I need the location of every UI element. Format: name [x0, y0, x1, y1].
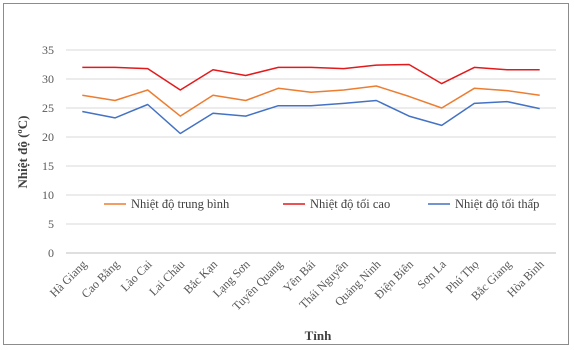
legend-label-1: Nhiệt độ trung bình — [131, 197, 230, 211]
y-tick-label: 30 — [42, 72, 54, 86]
series-line-2 — [82, 63, 540, 91]
x-tick-label: Lai Châu — [146, 257, 187, 298]
y-tick-label: 25 — [42, 101, 54, 115]
y-tick-label: 10 — [42, 188, 54, 202]
y-tick-label: 35 — [42, 43, 54, 57]
y-tick-label: 0 — [48, 246, 54, 260]
gridlines — [66, 49, 556, 254]
legend: Nhiệt độ trung bình Nhiệt độ tối cao Nhiệt… — [104, 197, 539, 211]
series-line-1 — [82, 85, 540, 117]
y-axis-title: Nhiệt độ (ºC) — [15, 116, 30, 189]
y-tick-label: 5 — [48, 217, 54, 231]
chart-frame — [3, 3, 569, 345]
y-tick-label: 15 — [42, 159, 54, 173]
legend-label-3: Nhiệt độ tối thấp — [455, 197, 539, 211]
series-lines — [82, 63, 540, 135]
series-line-3 — [82, 99, 540, 135]
legend-label-2: Nhiệt độ tối cao — [310, 197, 390, 211]
x-axis-title: Tỉnh — [305, 328, 333, 343]
y-tick-labels: 0 5 10 15 20 25 30 35 — [42, 43, 54, 260]
y-tick-label: 20 — [42, 130, 54, 144]
